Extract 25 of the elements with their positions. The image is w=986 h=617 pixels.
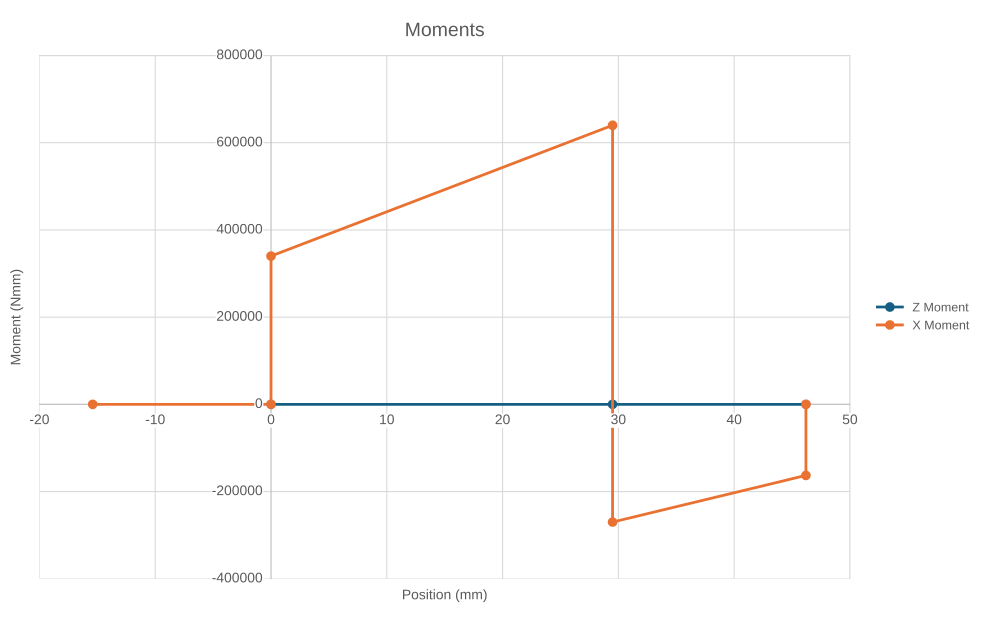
x-tick-label: 40: [726, 414, 742, 424]
y-axis-title: Moment (Nmm): [10, 270, 24, 364]
legend-label: X Moment: [912, 320, 970, 330]
point: [266, 251, 276, 261]
point: [801, 470, 811, 480]
x-tick-label: 20: [496, 414, 510, 424]
y-tick-label: 0: [255, 398, 262, 408]
y-tick-label: -200000: [212, 485, 262, 496]
y-tick-label: 800000: [216, 49, 262, 60]
x-axis-title: Position (mm): [403, 589, 487, 602]
x-tick-label: -10: [146, 414, 165, 424]
y-tick-label: 400000: [216, 224, 262, 234]
x-tick-label: 10: [380, 414, 394, 424]
x-tick-label: 50: [842, 414, 858, 424]
x-tick-label: 0: [268, 414, 274, 424]
chart-title: Moments: [406, 22, 484, 36]
point: [608, 517, 618, 527]
y-tick-label: -400000: [212, 572, 262, 582]
y-tick-label: 200000: [217, 311, 262, 321]
point: [608, 120, 618, 130]
point: [88, 399, 98, 410]
x-tick-label: -20: [30, 414, 49, 424]
y-tick-label: 600000: [217, 136, 262, 146]
x-tick-label: 30: [611, 414, 626, 424]
legend-label: Z Moment: [912, 302, 969, 312]
